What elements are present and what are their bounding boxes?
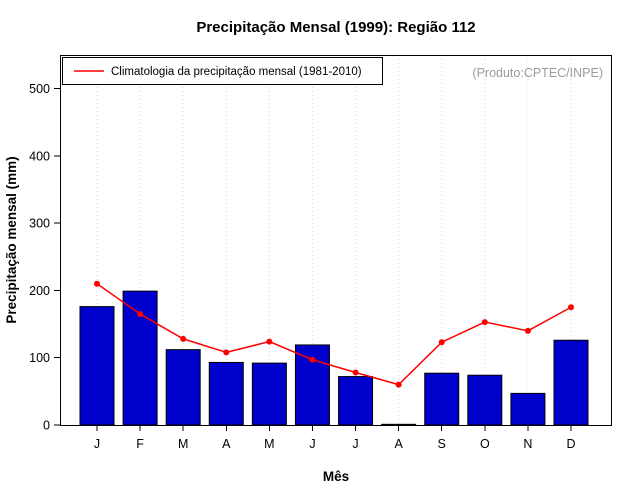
y-tick-label: 0	[43, 419, 50, 433]
bar-month-1	[79, 306, 115, 426]
climatology-line-group	[94, 280, 574, 388]
climatology-point-month-4	[223, 349, 230, 356]
bar-month-9	[424, 372, 460, 426]
bar-month-5	[251, 362, 287, 426]
climatology-point-month-10	[481, 319, 488, 326]
y-tick-label: 200	[29, 284, 50, 298]
producer-annotation: (Produto:CPTEC/INPE)	[472, 66, 603, 80]
chart-title: Precipitação Mensal (1999): Região 112	[196, 19, 475, 36]
climatology-point-month-2	[137, 311, 144, 317]
bars-group	[79, 290, 589, 426]
y-axis-label: Precipitação mensal (mm)	[4, 156, 19, 323]
climatology-line	[96, 283, 572, 386]
y-tick-label: 300	[29, 217, 50, 231]
climatology-point-month-6	[309, 356, 316, 363]
bar-month-12	[553, 339, 589, 426]
x-tick-label-month-9: S	[438, 437, 446, 451]
x-tick-label-month-8: A	[394, 437, 403, 451]
y-tick-label: 400	[29, 149, 50, 163]
climatology-point-month-3	[180, 335, 187, 342]
x-tick-label-month-10: O	[480, 437, 490, 451]
y-tick-label: 500	[29, 82, 50, 96]
x-tick-label-month-3: M	[178, 437, 188, 451]
bar-month-10	[467, 374, 503, 426]
climatology-point-month-5	[266, 338, 273, 345]
bar-month-11	[510, 392, 546, 426]
climatology-point-month-7	[352, 369, 359, 376]
plot-border	[60, 55, 612, 426]
legend: Climatologia da precipitação mensal (198…	[62, 57, 383, 85]
x-tick-label-month-4: A	[222, 437, 231, 451]
axes: 0 100 200 300 400 500 J F M A M J J A S O N D	[29, 82, 575, 451]
climatology-point-month-11	[524, 327, 531, 334]
legend-box	[62, 57, 383, 85]
y-tick-label: 100	[29, 351, 50, 365]
climatology-point-month-9	[438, 339, 445, 346]
legend-label: Climatologia da precipitação mensal (198…	[111, 66, 362, 78]
x-axis-label: Mês	[323, 469, 349, 484]
climatology-point-month-12	[568, 304, 574, 311]
x-tick-label-month-5: M	[264, 437, 274, 451]
bar-month-4	[208, 361, 244, 426]
x-tick-label-month-6: J	[309, 437, 315, 451]
bar-month-3	[165, 349, 201, 426]
bar-month-7	[338, 376, 374, 426]
climatology-point-month-8	[395, 381, 402, 388]
x-tick-label-month-7: J	[352, 437, 358, 451]
x-tick-label-month-12: D	[566, 437, 575, 451]
climatology-point-month-1	[94, 280, 100, 287]
x-tick-label-month-2: F	[136, 437, 144, 451]
x-tick-label-month-1: J	[94, 437, 100, 451]
x-tick-label-month-11: N	[523, 437, 532, 451]
